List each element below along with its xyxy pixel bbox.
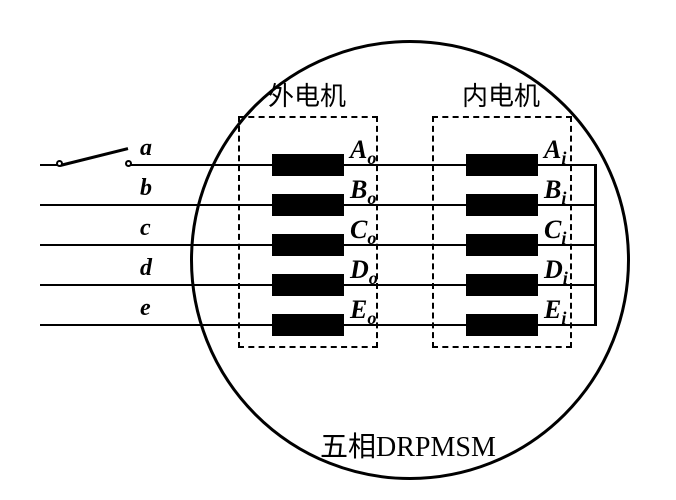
neutral-bus <box>594 164 597 327</box>
switch-arm <box>60 147 129 166</box>
inner-winding-a <box>466 154 538 176</box>
inner-winding-d <box>466 274 538 296</box>
phase-label-a: a <box>140 135 152 162</box>
inner-symbol-c: Ci <box>544 215 566 249</box>
inner-motor-label: 内电机 <box>462 76 540 113</box>
outer-symbol-e: Eo <box>350 295 376 329</box>
wire-a-in <box>130 164 272 167</box>
wire-d-in <box>40 284 272 287</box>
wire-b-in <box>40 204 272 207</box>
inner-winding-b <box>466 194 538 216</box>
inner-symbol-e: Ei <box>544 295 566 329</box>
inner-symbol-b: Bi <box>544 175 566 209</box>
outer-winding-c <box>272 234 344 256</box>
diagram-canvas: 外电机 内电机 五相DRPMSM a Ao Ai b Bo Bi c Co Ci d Do Di e Eo… <box>0 0 676 500</box>
phase-label-d: d <box>140 255 152 282</box>
phase-label-e: e <box>140 295 151 322</box>
switch-contact-right <box>125 160 132 167</box>
outer-motor-label: 外电机 <box>268 76 346 113</box>
inner-winding-c <box>466 234 538 256</box>
switch-contact-left <box>56 160 63 167</box>
outer-winding-a <box>272 154 344 176</box>
inner-symbol-d: Di <box>544 255 568 289</box>
outer-symbol-b: Bo <box>350 175 376 209</box>
wire-c-in <box>40 244 272 247</box>
phase-label-c: c <box>140 215 151 242</box>
outer-winding-e <box>272 314 344 336</box>
phase-label-b: b <box>140 175 152 202</box>
outer-winding-b <box>272 194 344 216</box>
inner-winding-e <box>466 314 538 336</box>
outer-symbol-a: Ao <box>350 135 376 169</box>
wire-e-in <box>40 324 272 327</box>
inner-symbol-a: Ai <box>544 135 566 169</box>
outer-symbol-c: Co <box>350 215 376 249</box>
outer-symbol-d: Do <box>350 255 378 289</box>
outer-winding-d <box>272 274 344 296</box>
bottom-title: 五相DRPMSM <box>320 425 496 465</box>
